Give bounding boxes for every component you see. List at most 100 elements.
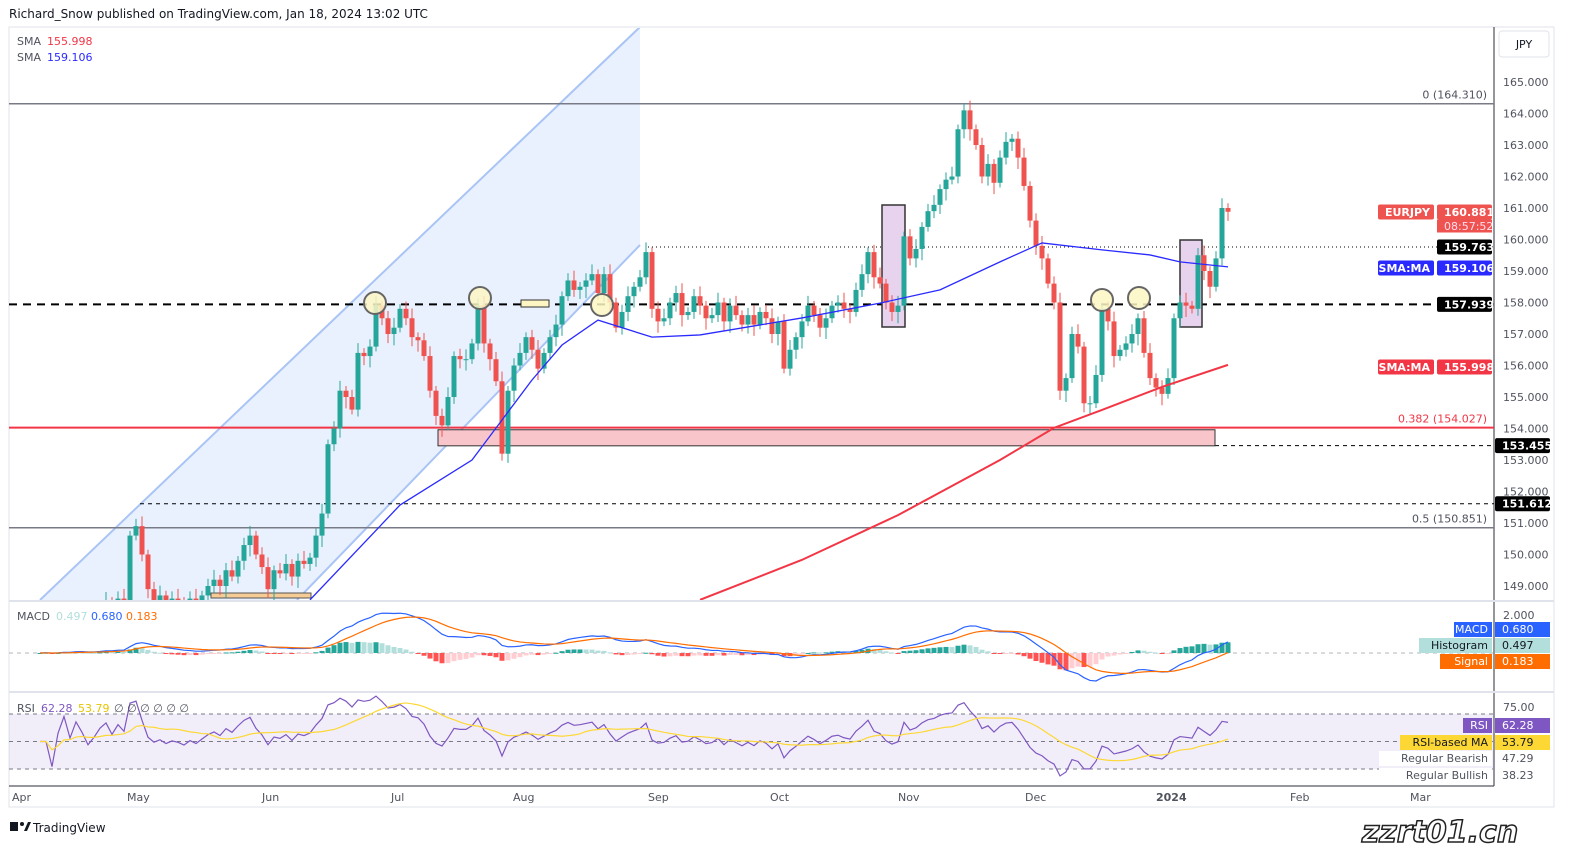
candle-body bbox=[877, 277, 883, 284]
candle bbox=[955, 124, 961, 184]
candle bbox=[463, 349, 469, 371]
macd-histogram-bar bbox=[823, 652, 829, 654]
candle-body bbox=[1201, 255, 1207, 271]
macd-histogram-bar bbox=[829, 651, 835, 653]
level-157939-value-bg bbox=[1437, 296, 1492, 312]
candle bbox=[505, 385, 511, 463]
macd-histogram-bar bbox=[1027, 653, 1033, 659]
macd-histogram-bar bbox=[733, 653, 739, 655]
macd-histogram-bar bbox=[691, 653, 697, 656]
macd-histogram-bar bbox=[109, 652, 115, 654]
currency-button[interactable] bbox=[1498, 30, 1550, 58]
candle-body bbox=[757, 311, 763, 325]
channel-upper-line[interactable] bbox=[39, 27, 641, 600]
candle-body bbox=[247, 535, 253, 546]
price-pane[interactable] bbox=[9, 27, 1494, 641]
macd-histogram-bar bbox=[1111, 653, 1117, 656]
candle bbox=[733, 295, 739, 320]
candle-body bbox=[541, 352, 547, 369]
candle-body bbox=[1033, 220, 1039, 246]
candle-body bbox=[367, 346, 373, 357]
macd-histogram-bar bbox=[565, 649, 571, 653]
channel-lower-line[interactable] bbox=[296, 244, 641, 600]
candle-body bbox=[38, 624, 43, 630]
macd-histogram-bar bbox=[1021, 653, 1027, 657]
candle-body bbox=[565, 280, 571, 297]
rsi-line[interactable] bbox=[40, 695, 1229, 777]
macd-histogram-bar bbox=[745, 653, 751, 655]
candle bbox=[445, 387, 451, 431]
candle bbox=[667, 297, 673, 326]
candle-body bbox=[703, 305, 709, 319]
macd-histogram-bar bbox=[247, 650, 253, 653]
candle bbox=[1075, 324, 1081, 354]
support-zone-rect[interactable] bbox=[437, 429, 1216, 447]
candle-body bbox=[523, 337, 529, 353]
macd-histogram-bar bbox=[613, 653, 619, 655]
candle bbox=[1207, 266, 1213, 299]
macd-pane[interactable] bbox=[9, 612, 1494, 682]
macd-histogram-bar bbox=[415, 653, 421, 654]
candle bbox=[871, 244, 877, 289]
macd-histogram-bar bbox=[703, 653, 709, 656]
macd-histogram-bar bbox=[445, 653, 451, 664]
candle bbox=[799, 314, 805, 349]
macd-histogram-bar bbox=[997, 653, 1003, 654]
candle bbox=[1087, 396, 1093, 415]
rsi-ma-line[interactable] bbox=[40, 702, 1229, 762]
signal-line[interactable] bbox=[39, 616, 1229, 674]
macd-histogram-bar bbox=[385, 645, 391, 653]
candle-body bbox=[775, 321, 781, 334]
candle-body bbox=[769, 318, 775, 334]
candle-body bbox=[547, 337, 553, 353]
candle bbox=[925, 203, 931, 232]
tradingview-logo[interactable]: TradingView bbox=[10, 821, 106, 835]
touch-point-circle[interactable] bbox=[363, 291, 387, 315]
sma-slow-line[interactable] bbox=[699, 363, 1229, 600]
price-axis[interactable]: 165.000 164.000 163.000 162.000 161.000 160.0… bbox=[1503, 76, 1549, 593]
candle bbox=[307, 552, 313, 571]
candle-body bbox=[871, 252, 877, 278]
small-marker-rect[interactable] bbox=[520, 299, 550, 308]
candle-body bbox=[1015, 138, 1021, 158]
price-axis-tick: 162.000 bbox=[1503, 171, 1549, 184]
macd-histogram-bar bbox=[1195, 644, 1201, 653]
candle bbox=[295, 553, 301, 588]
macd-histogram-bar bbox=[991, 653, 997, 654]
consolidation-rect[interactable] bbox=[210, 592, 312, 599]
candle-body bbox=[1165, 378, 1171, 394]
macd-histogram-bar bbox=[505, 653, 511, 661]
candle-body bbox=[139, 526, 145, 555]
candle bbox=[1117, 345, 1123, 361]
candle-body bbox=[187, 598, 193, 600]
chart-frame bbox=[8, 26, 1555, 808]
candle bbox=[1069, 326, 1075, 383]
macd-histogram-bar bbox=[619, 653, 625, 656]
macd-histogram-bar bbox=[781, 653, 787, 657]
macd-line[interactable] bbox=[39, 612, 1229, 682]
touch-point-circle[interactable] bbox=[1090, 288, 1114, 312]
candle-body bbox=[571, 280, 577, 290]
macd-histogram-bar bbox=[919, 649, 925, 653]
touch-point-circle[interactable] bbox=[468, 286, 492, 310]
candle-body bbox=[979, 145, 985, 177]
macd-histogram-bar bbox=[595, 650, 601, 653]
candle-body bbox=[277, 570, 283, 574]
price-axis-tick: 158.000 bbox=[1503, 297, 1549, 310]
candle-body bbox=[283, 563, 289, 574]
macd-histogram-bar bbox=[145, 649, 151, 653]
touch-point-circle[interactable] bbox=[1127, 286, 1151, 310]
candle bbox=[1153, 373, 1159, 397]
sma-fast-line[interactable] bbox=[309, 242, 1229, 600]
candle bbox=[193, 588, 199, 600]
candle bbox=[769, 308, 775, 344]
touch-point-circle[interactable] bbox=[590, 293, 614, 317]
rsi-rsi-value: 62.28 bbox=[1502, 719, 1534, 732]
time-axis[interactable]: Apr May Jun Jul Aug Sep Oct Nov Dec 2024 Feb Mar bbox=[12, 791, 1431, 804]
rsi-pane[interactable] bbox=[9, 695, 1494, 777]
macd-histogram-bar bbox=[943, 646, 949, 653]
price-axis-tick: 150.000 bbox=[1503, 549, 1549, 562]
candle bbox=[907, 229, 913, 266]
candle bbox=[1171, 313, 1177, 386]
